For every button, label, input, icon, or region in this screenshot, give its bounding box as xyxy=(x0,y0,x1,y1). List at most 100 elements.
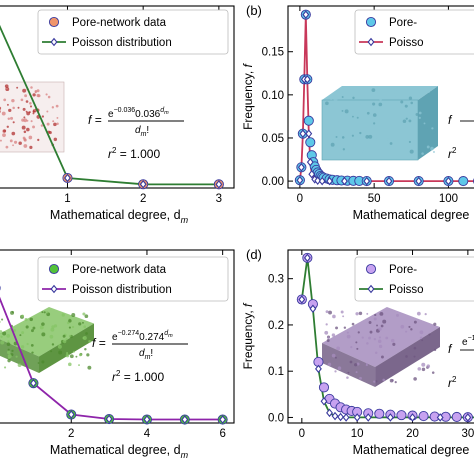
fit-marker xyxy=(314,176,322,185)
inset-speckle xyxy=(32,326,36,330)
inset-speckle xyxy=(36,93,40,98)
inset-speckle xyxy=(31,329,34,333)
inset-speckle xyxy=(57,344,62,349)
fit-marker xyxy=(306,157,314,167)
x-tick-label: 0 xyxy=(297,193,303,205)
legend-label-data: Pore- xyxy=(389,264,417,276)
inset-speckle xyxy=(393,90,398,94)
inset-speckle xyxy=(413,320,417,324)
inset-speckle xyxy=(376,324,378,327)
inset-speckle xyxy=(419,330,424,335)
inset-speckle xyxy=(15,355,18,358)
x-tick-label: 100 xyxy=(439,193,458,205)
fit-marker xyxy=(181,415,189,424)
fit-marker xyxy=(342,413,350,422)
inset-speckle xyxy=(53,122,57,127)
inset-face xyxy=(322,307,440,367)
axes-frame xyxy=(287,5,474,189)
inset-speckle xyxy=(418,111,422,115)
inset-speckle xyxy=(87,365,92,370)
inset-speckle xyxy=(399,113,404,118)
inset-speckle xyxy=(30,120,33,123)
inset-speckle xyxy=(426,145,430,149)
inset-speckle xyxy=(7,117,11,120)
legend-data-marker xyxy=(48,16,60,28)
fit-marker xyxy=(105,414,113,424)
inset-speckle xyxy=(12,144,14,147)
inset-speckle xyxy=(50,327,55,332)
fit-marker xyxy=(298,295,306,304)
inset-speckle xyxy=(5,145,9,149)
inset-speckle xyxy=(83,325,87,329)
legend-box xyxy=(37,256,229,302)
inset-speckle xyxy=(335,326,339,330)
legend-label-fit: Poisson distribution xyxy=(72,37,172,49)
data-point xyxy=(303,115,314,126)
inset-speckle xyxy=(389,378,394,383)
inset-speckle xyxy=(29,145,33,149)
inset-speckle xyxy=(409,149,414,154)
inset-speckle xyxy=(378,344,383,349)
inset-speckle xyxy=(325,101,329,106)
inset-speckle xyxy=(366,111,370,115)
inset-speckle xyxy=(342,148,346,151)
inset-speckle xyxy=(22,107,26,111)
inset-speckle xyxy=(369,330,373,334)
legend-label-fit: Poisson distribution xyxy=(72,284,172,296)
inset-speckle xyxy=(17,363,22,368)
inset-speckle xyxy=(340,310,344,314)
inset-speckle xyxy=(71,325,75,329)
inset-speckle xyxy=(82,335,87,340)
network-inset-image xyxy=(322,307,440,387)
inset-speckle xyxy=(352,115,354,118)
inset-speckle xyxy=(26,127,30,132)
inset-speckle xyxy=(86,353,90,357)
inset-speckle xyxy=(325,112,329,116)
x-tick-label: 30 xyxy=(461,428,474,440)
inset-speckle xyxy=(356,362,360,366)
inset-speckle xyxy=(421,152,424,155)
inset-speckle xyxy=(7,358,11,363)
fit-marker xyxy=(341,176,348,186)
inset-speckle xyxy=(66,352,69,355)
fit-marker xyxy=(318,176,326,186)
inset-speckle xyxy=(6,125,9,128)
network-inset-image xyxy=(0,81,65,153)
legend-label-data: Pore- xyxy=(389,17,417,29)
fit-marker xyxy=(363,176,371,186)
inset-speckle xyxy=(351,322,355,326)
fit-marker xyxy=(320,396,328,406)
fit-marker xyxy=(326,408,333,418)
inset-speckle xyxy=(366,342,369,345)
inset-speckle xyxy=(408,140,411,144)
inset-speckle xyxy=(413,346,417,350)
x-axis-label: Mathematical degree, dm xyxy=(50,208,189,225)
r-squared: r2 xyxy=(448,146,457,161)
fit-marker xyxy=(296,175,304,185)
inset-speckle xyxy=(50,350,53,353)
inset-speckle xyxy=(53,137,58,142)
inset-speckle xyxy=(410,101,414,105)
inset-speckle xyxy=(43,311,46,314)
inset-speckle xyxy=(355,312,359,316)
inset-speckle xyxy=(365,134,370,139)
formula-lhs: f xyxy=(448,113,453,127)
inset-speckle xyxy=(23,130,27,134)
fit-marker xyxy=(29,378,37,388)
inset-speckle xyxy=(341,109,344,112)
panel-label: (d) xyxy=(246,247,262,262)
inset-speckle xyxy=(382,378,386,382)
y-axis-label: Frequency, f xyxy=(241,302,255,369)
inset-speckle xyxy=(347,371,350,374)
fit-marker xyxy=(309,304,317,314)
legend-box xyxy=(354,9,474,55)
inset-speckle xyxy=(41,332,46,337)
inset-speckle xyxy=(430,146,434,151)
inset-speckle xyxy=(431,130,436,134)
inset-speckle xyxy=(342,315,345,318)
inset-speckle xyxy=(8,108,12,113)
panel-label: (b) xyxy=(246,3,262,18)
inset-speckle xyxy=(376,137,379,141)
inset-speckle xyxy=(84,347,87,351)
inset-speckle xyxy=(331,137,335,140)
